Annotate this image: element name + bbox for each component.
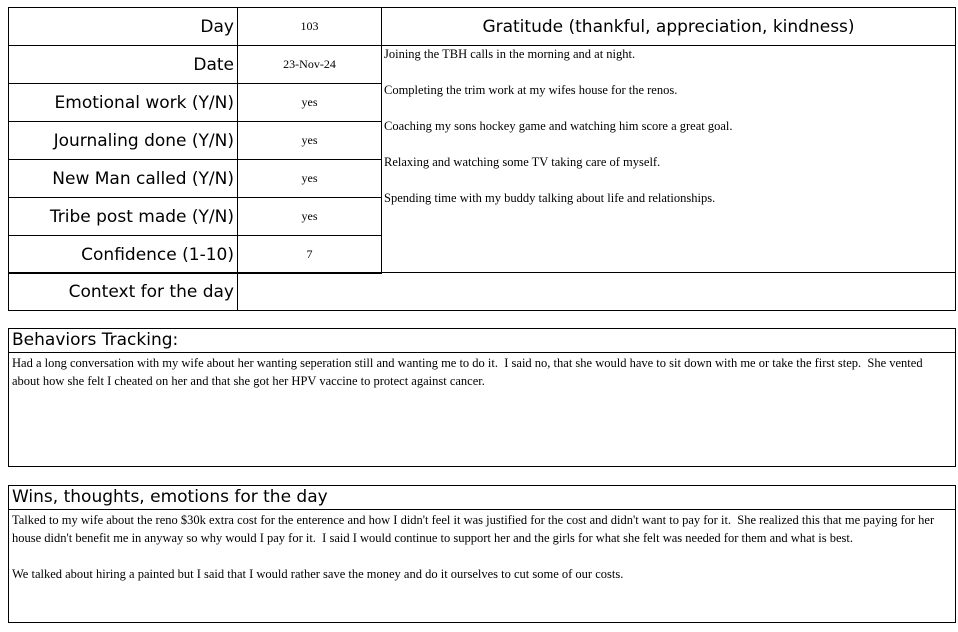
wins-text[interactable]: Talked to my wife about the reno $30k ex…	[8, 509, 956, 623]
row-label: Journaling done (Y/N)	[8, 121, 238, 160]
row-value[interactable]: yes	[237, 83, 382, 122]
row-value[interactable]: yes	[237, 121, 382, 160]
gratitude-item: Relaxing and watching some TV taking car…	[384, 155, 661, 169]
row-label: Tribe post made (Y/N)	[8, 197, 238, 236]
row-label: Confidence (1-10)	[8, 235, 238, 274]
gratitude-item: Spending time with my buddy talking abou…	[384, 191, 716, 205]
gratitude-item: Completing the trim work at my wifes hou…	[384, 83, 678, 97]
row-label: Day	[8, 7, 238, 46]
row-label: Date	[8, 45, 238, 84]
wins-title: Wins, thoughts, emotions for the day	[8, 485, 956, 510]
behaviors-title: Behaviors Tracking:	[8, 328, 956, 353]
row-value[interactable]: yes	[237, 197, 382, 236]
context-value[interactable]	[237, 272, 956, 311]
behaviors-text[interactable]: Had a long conversation with my wife abo…	[8, 352, 956, 467]
row-label: New Man called (Y/N)	[8, 159, 238, 198]
context-label: Context for the day	[8, 272, 238, 311]
row-value[interactable]: 23-Nov-24	[237, 45, 382, 84]
gratitude-title: Gratitude (thankful, appreciation, kindn…	[381, 7, 956, 46]
gratitude-cell[interactable]	[381, 45, 956, 273]
gratitude-item: Joining the TBH calls in the morning and…	[384, 47, 636, 61]
gratitude-item: Coaching my sons hockey game and watchin…	[384, 119, 733, 133]
row-value[interactable]: 7	[237, 235, 382, 274]
row-label: Emotional work (Y/N)	[8, 83, 238, 122]
row-value[interactable]: 103	[237, 7, 382, 46]
row-value[interactable]: yes	[237, 159, 382, 198]
